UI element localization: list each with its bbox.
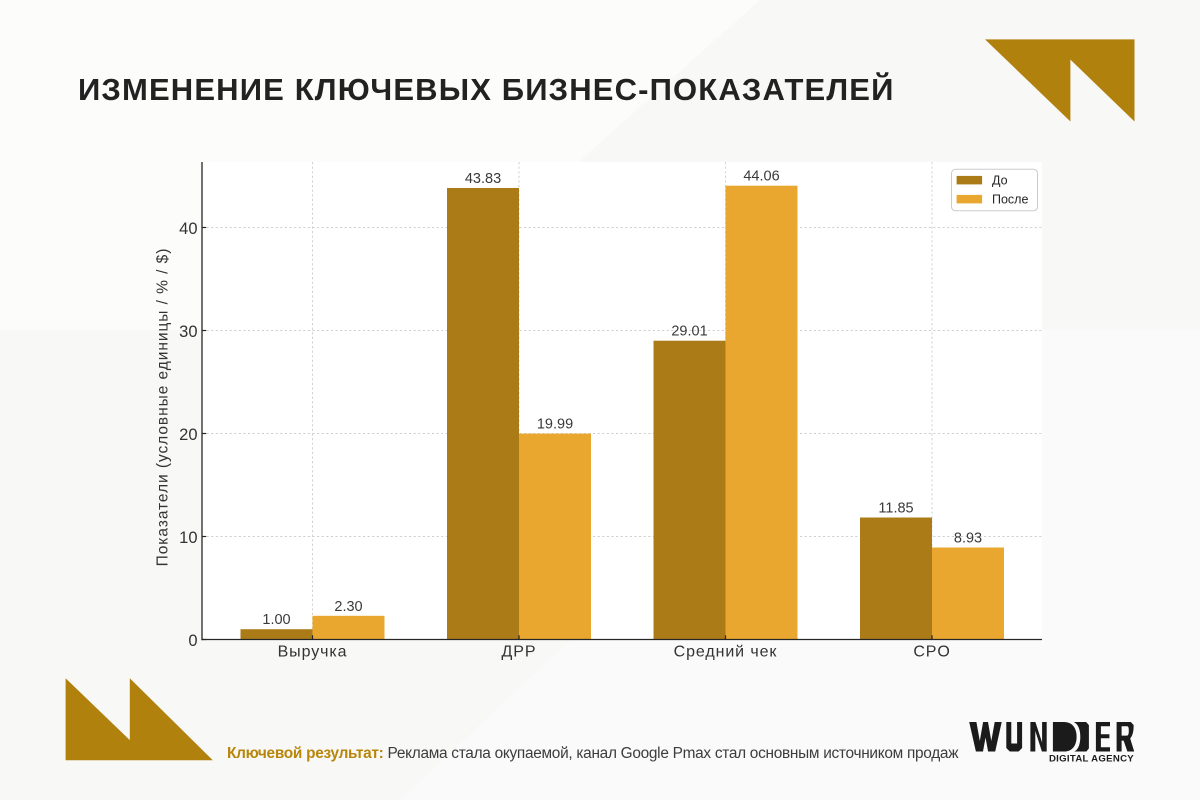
- svg-text:40: 40: [179, 220, 197, 238]
- svg-text:10: 10: [179, 529, 197, 547]
- svg-text:DIGITAL AGENCY: DIGITAL AGENCY: [1049, 753, 1134, 764]
- svg-text:2.30: 2.30: [334, 599, 362, 615]
- svg-text:44.06: 44.06: [743, 169, 779, 185]
- svg-text:29.01: 29.01: [671, 324, 707, 340]
- svg-text:ДРР: ДРР: [502, 644, 537, 661]
- svg-text:1.00: 1.00: [262, 612, 290, 628]
- svg-text:8.93: 8.93: [954, 531, 982, 547]
- svg-text:Показатели (условные единицы /: Показатели (условные единицы / % / $): [155, 248, 172, 567]
- svg-text:11.85: 11.85: [878, 501, 913, 517]
- svg-text:0: 0: [188, 632, 197, 650]
- svg-text:43.83: 43.83: [465, 171, 501, 187]
- svg-text:CPO: CPO: [913, 644, 950, 661]
- svg-text:До: До: [992, 174, 1008, 188]
- svg-text:Выручка: Выручка: [278, 644, 348, 661]
- svg-text:После: После: [992, 193, 1028, 207]
- svg-text:Средний чек: Средний чек: [674, 644, 778, 661]
- svg-text:20: 20: [179, 426, 197, 444]
- svg-text:19.99: 19.99: [537, 417, 573, 433]
- svg-text:30: 30: [179, 323, 197, 341]
